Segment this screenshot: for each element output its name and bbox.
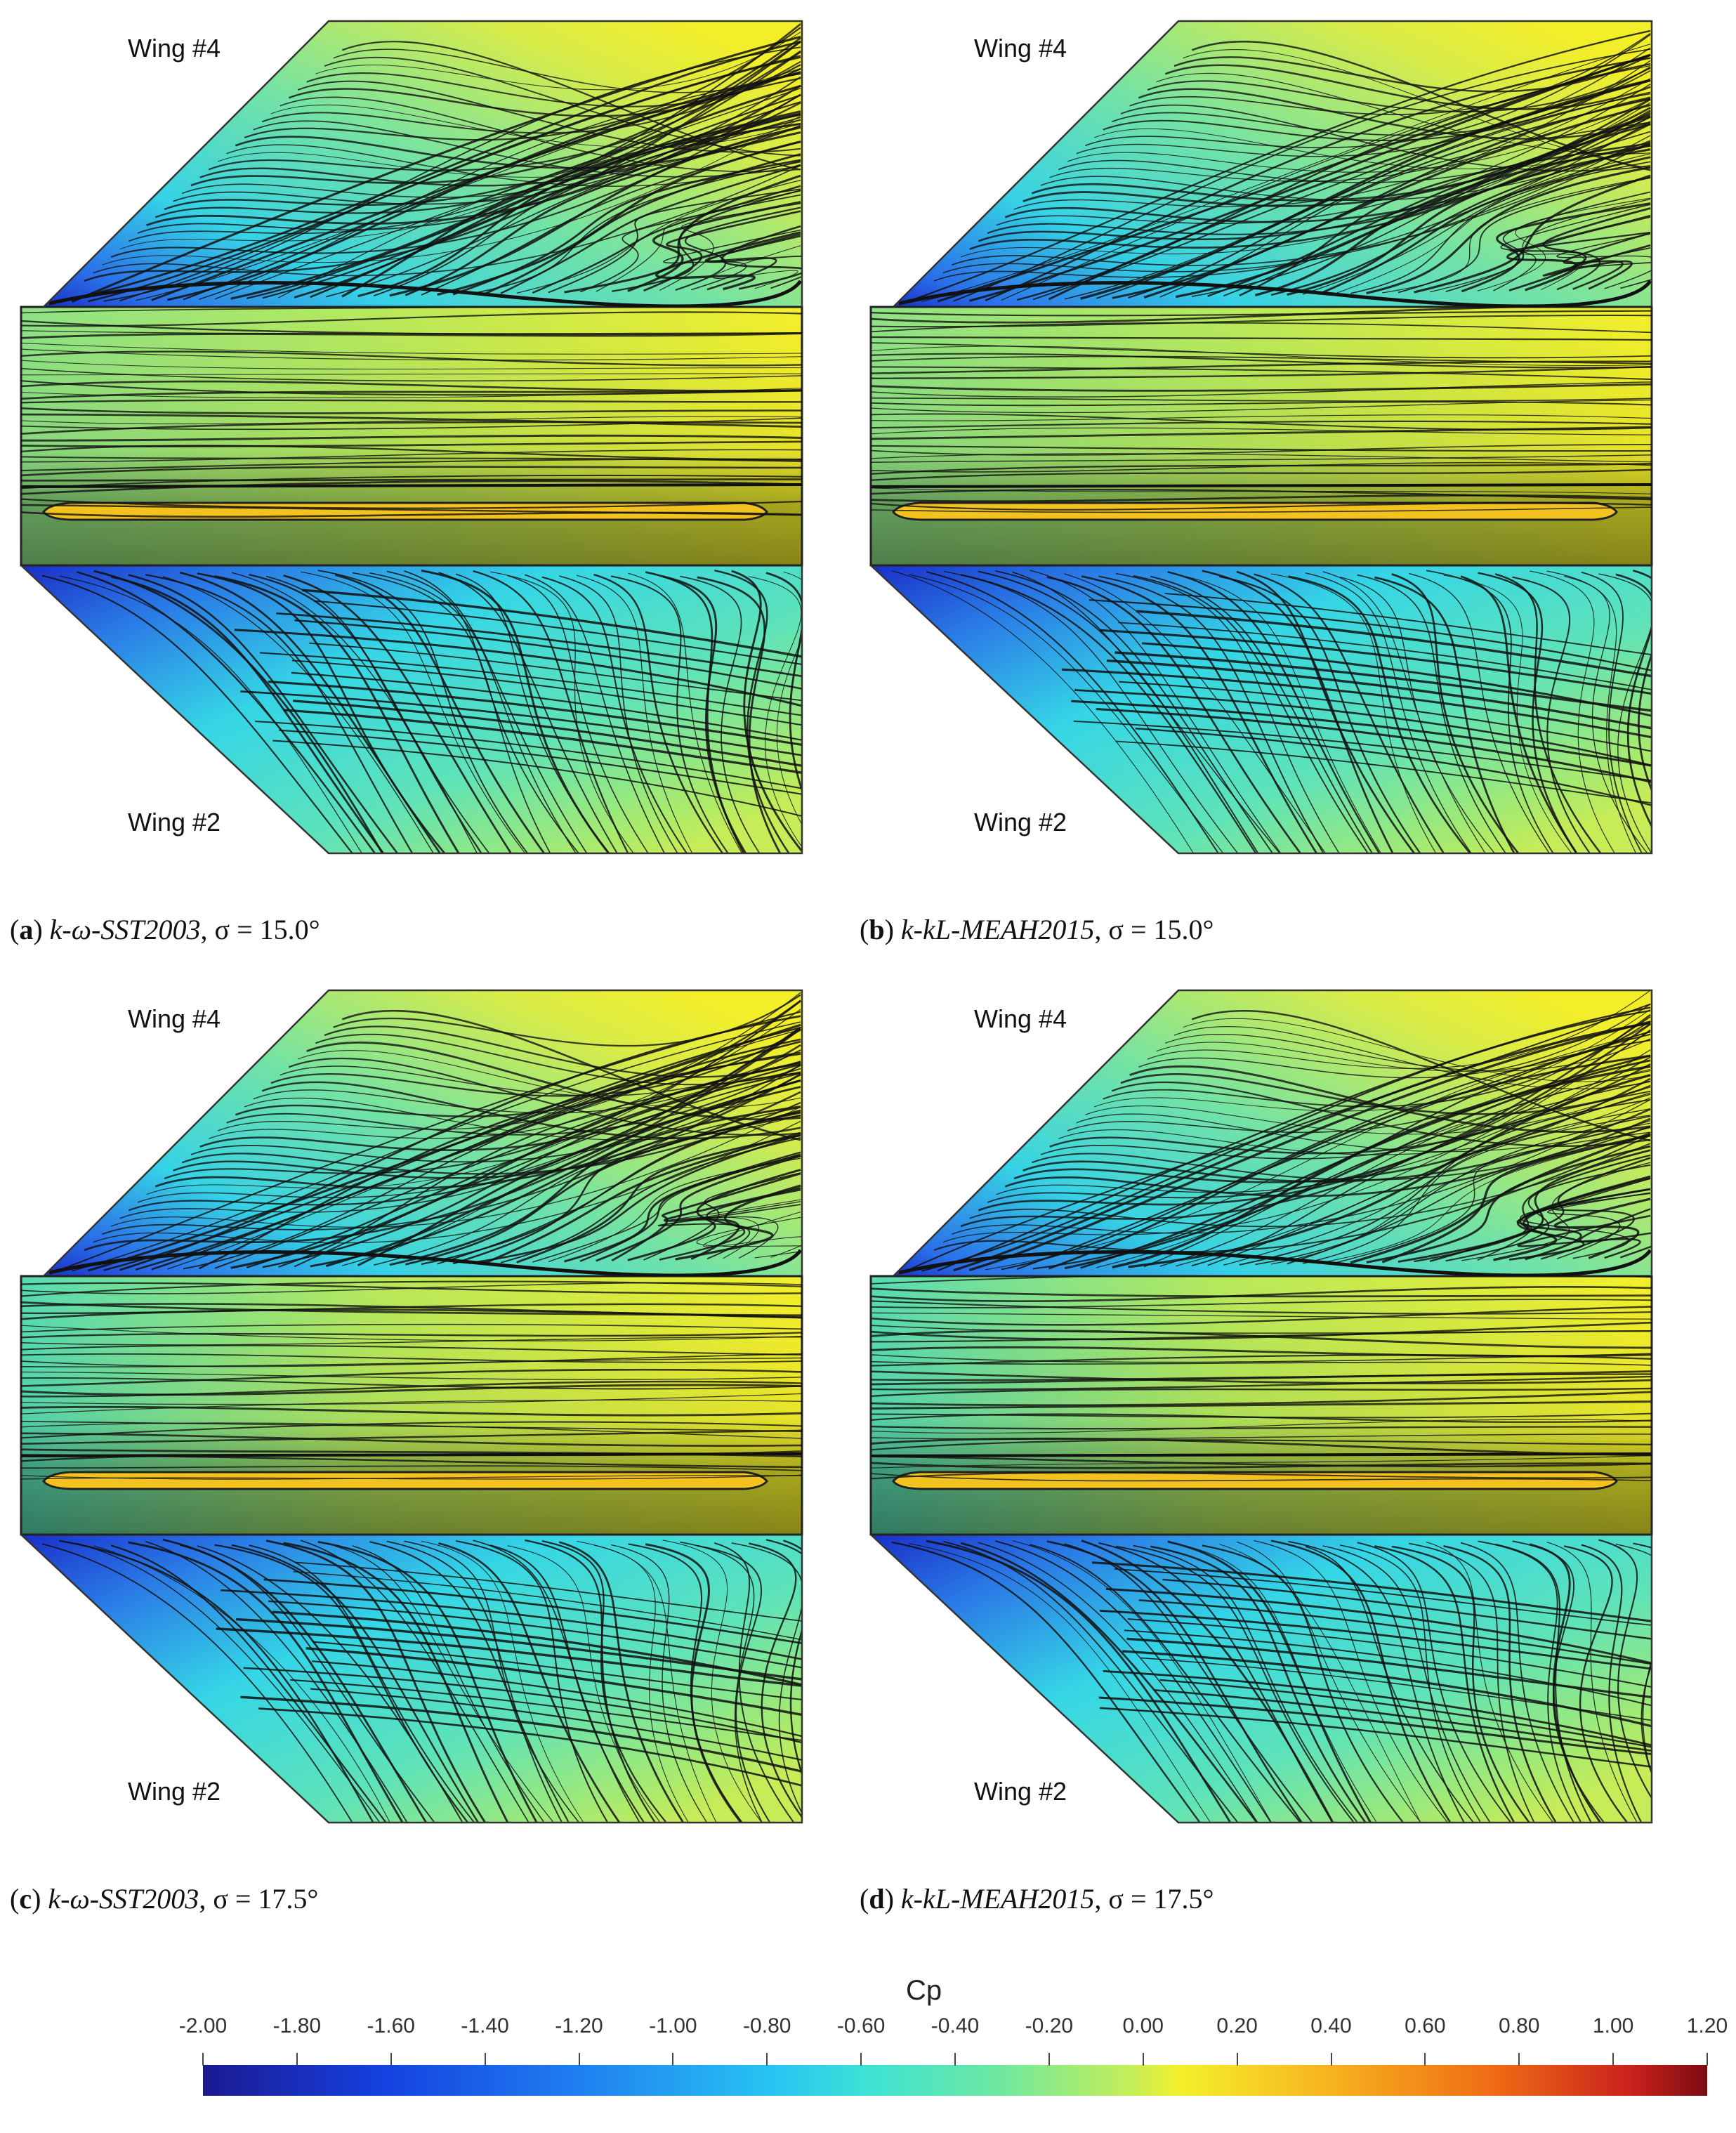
colorbar-tick-label: 0.40 (1310, 2014, 1352, 2037)
colorbar-tick (1424, 2053, 1426, 2066)
panel-b-wing2-label: Wing #2 (974, 808, 1067, 836)
colorbar-tick-label: 0.00 (1122, 2014, 1164, 2037)
panel-b-svg (869, 20, 1653, 855)
caption-c-letter: c (19, 1883, 32, 1915)
colorbar-gradient (203, 2065, 1707, 2096)
colorbar-tick-label: 1.00 (1592, 2014, 1634, 2037)
panel-c-svg (20, 989, 803, 1824)
panel-d-wing2-label: Wing #2 (974, 1777, 1067, 1806)
caption-a-letter: a (19, 914, 34, 945)
colorbar-tick-label: -0.20 (1025, 2014, 1074, 2037)
caption-d-angle: σ = 17.5° (1108, 1883, 1214, 1915)
colorbar-tick (766, 2053, 768, 2066)
colorbar-tick (296, 2053, 298, 2066)
colorbar-tick (578, 2053, 580, 2066)
caption-a-model: k-ω-SST2003 (49, 914, 201, 945)
colorbar-tick (1236, 2053, 1238, 2066)
colorbar-tick-label: -1.60 (367, 2014, 415, 2037)
colorbar-tick-label: -0.80 (743, 2014, 791, 2037)
colorbar-tick-label: 1.20 (1686, 2014, 1728, 2037)
panel-b-wing4-label: Wing #4 (974, 34, 1067, 63)
colorbar-tick-label: -1.20 (555, 2014, 603, 2037)
panel-a-svg (20, 20, 803, 855)
colorbar-tick-label: 0.80 (1499, 2014, 1540, 2037)
colorbar-tick (672, 2053, 674, 2066)
caption-b-angle: σ = 15.0° (1108, 914, 1214, 945)
caption-b-letter: b (869, 914, 885, 945)
panel-a-wing2-label: Wing #2 (128, 808, 221, 836)
caption-a-angle: σ = 15.0° (214, 914, 320, 945)
colorbar-tick (1518, 2053, 1520, 2066)
cp-colorbar: Cp -2.00 -1.80 -1.60 -1.40 -1.20 -1.00 -0.80 -0… (0, 1974, 1736, 2133)
colorbar-tick-label: -0.60 (836, 2014, 886, 2037)
colorbar-tick-label: -1.80 (272, 2014, 322, 2037)
panel-b-surface-streamlines (850, 0, 1678, 864)
colorbar-tick-label: -0.40 (931, 2014, 980, 2037)
colorbar-title: Cp (906, 1975, 942, 2006)
colorbar-tick (860, 2053, 862, 2066)
caption-c-model: k-ω-SST2003 (48, 1883, 199, 1915)
colorbar-tick (1612, 2053, 1615, 2066)
caption-a: (a) k-ω-SST2003, σ = 15.0° (10, 914, 320, 945)
caption-b-model: k-kL-MEAH2015 (900, 914, 1095, 945)
caption-d-model: k-kL-MEAH2015 (900, 1883, 1095, 1915)
colorbar-tick (1142, 2053, 1144, 2066)
colorbar-tick-label: 0.20 (1216, 2014, 1258, 2037)
caption-c-angle: σ = 17.5° (213, 1883, 319, 1915)
panel-a-wing4-label: Wing #4 (128, 34, 221, 63)
colorbar-tick-label: -1.40 (461, 2014, 509, 2037)
panel-c-surface-streamlines (0, 969, 829, 1833)
colorbar-tick (202, 2053, 204, 2066)
caption-b: (b) k-kL-MEAH2015, σ = 15.0° (860, 914, 1214, 945)
colorbar-tick-label: 0.60 (1405, 2014, 1446, 2037)
colorbar-tick (484, 2053, 486, 2066)
colorbar-tick (1707, 2053, 1708, 2066)
caption-d-letter: d (869, 1883, 885, 1915)
panel-d-surface-streamlines (850, 969, 1678, 1833)
panel-d-svg (869, 989, 1653, 1824)
colorbar-tick (954, 2053, 956, 2066)
colorbar-tick (390, 2053, 392, 2066)
panel-a-surface-streamlines (0, 0, 829, 864)
colorbar-tick (1048, 2053, 1050, 2066)
panel-c-wing2-label: Wing #2 (128, 1777, 221, 1806)
colorbar-tick-label: -2.00 (178, 2014, 228, 2037)
caption-d: (d) k-kL-MEAH2015, σ = 17.5° (860, 1883, 1214, 1915)
colorbar-tick (1330, 2053, 1332, 2066)
panel-d-wing4-label: Wing #4 (974, 1004, 1067, 1033)
caption-c: (c) k-ω-SST2003, σ = 17.5° (10, 1883, 319, 1915)
colorbar-tick-label: -1.00 (649, 2014, 697, 2037)
panel-c-wing4-label: Wing #4 (128, 1004, 221, 1033)
